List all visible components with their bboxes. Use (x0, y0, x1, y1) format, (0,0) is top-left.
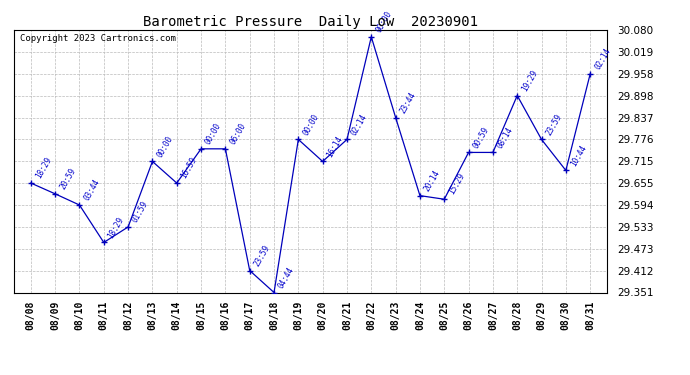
Text: Copyright 2023 Cartronics.com: Copyright 2023 Cartronics.com (20, 34, 176, 43)
Text: 23:44: 23:44 (398, 90, 417, 115)
Text: 00:00: 00:00 (155, 134, 175, 159)
Text: 08:14: 08:14 (495, 125, 515, 150)
Text: 16:59: 16:59 (179, 156, 199, 180)
Text: 00:59: 00:59 (471, 125, 491, 150)
Text: 23:59: 23:59 (544, 112, 564, 136)
Text: 06:00: 06:00 (228, 122, 248, 146)
Text: 19:29: 19:29 (520, 68, 540, 93)
Text: 20:14: 20:14 (423, 168, 442, 193)
Text: 20:59: 20:59 (58, 166, 77, 191)
Text: 16:14: 16:14 (326, 134, 345, 159)
Text: 02:14: 02:14 (350, 112, 369, 136)
Text: 02:14: 02:14 (593, 46, 612, 71)
Text: 00:00: 00:00 (204, 122, 223, 146)
Text: 00:00: 00:00 (301, 112, 320, 136)
Title: Barometric Pressure  Daily Low  20230901: Barometric Pressure Daily Low 20230901 (143, 15, 478, 29)
Text: 18:29: 18:29 (106, 215, 126, 240)
Text: 23:59: 23:59 (253, 243, 272, 268)
Text: 03:44: 03:44 (82, 178, 101, 202)
Text: 04:44: 04:44 (277, 265, 296, 290)
Text: 10:44: 10:44 (569, 143, 588, 168)
Text: 01:59: 01:59 (131, 200, 150, 224)
Text: 18:29: 18:29 (34, 156, 53, 180)
Text: 00:00: 00:00 (374, 9, 393, 34)
Text: 15:29: 15:29 (447, 172, 466, 196)
